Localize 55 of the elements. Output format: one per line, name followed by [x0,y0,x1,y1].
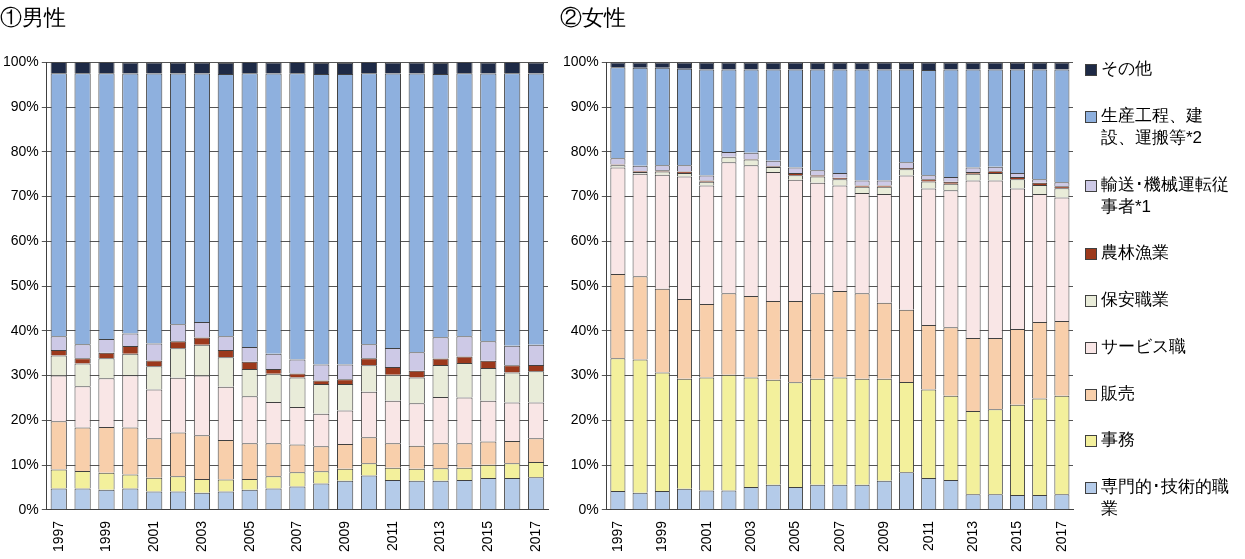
x-tick-label: 2007 [288,520,305,553]
x-tick-label: 2009 [875,520,892,553]
x-tick-label: 2007 [830,520,847,553]
x-tick-label: 2009 [336,520,352,553]
y-tick-label: 70% [570,187,599,204]
legend-label: 事務 [1101,429,1136,452]
y-tick-label: 30% [570,366,599,383]
legend-label: 販売 [1101,382,1136,405]
y-tick-label: 70% [10,187,39,204]
x-tick-label: 1997 [49,520,66,553]
legend-label: その他 [1101,58,1153,80]
legend-label: 専門的･技術的職業 [1101,476,1229,520]
legend-label: サービス職 [1101,335,1187,358]
y-tick-label: 50% [10,276,39,293]
y-tick-label: 80% [10,142,39,159]
y-tick-label: 10% [10,455,39,472]
y-tick-label: 100% [562,53,599,70]
y-tick-label: 30% [10,366,39,383]
y-tick-label: 80% [570,142,599,159]
y-tick-label: 40% [570,321,599,338]
x-tick-label: 2017 [526,520,543,553]
x-tick-label: 1999 [653,520,670,553]
x-tick-label: 2011 [383,520,400,551]
legend-label: 保安職業 [1101,289,1170,311]
x-tick-label: 2015 [479,520,496,553]
legend-label: 生産工程、建設、運搬等*2 [1101,104,1204,149]
y-tick-label: 0% [18,500,39,517]
x-tick-label: 2001 [697,520,714,553]
x-tick-label: 2005 [240,520,257,553]
legend-label: 農林漁業 [1101,242,1170,265]
x-tick-label: 2001 [145,520,162,553]
chart-title: ①男性 [0,5,66,31]
y-tick-label: 20% [570,411,599,428]
y-tick-label: 10% [570,455,599,472]
y-tick-label: 0% [578,500,599,517]
x-tick-label: 2005 [786,520,803,553]
x-tick-label: 2013 [963,520,980,553]
x-tick-label: 1997 [608,520,625,553]
y-tick-label: 60% [10,232,39,249]
x-tick-label: 2003 [192,520,209,553]
x-tick-label: 2017 [1052,520,1069,553]
legend-label: 輸送･機械運転従事者*1 [1101,173,1229,218]
x-tick-label: 2015 [1008,520,1025,553]
x-tick-label: 1999 [97,520,114,553]
y-tick-label: 20% [10,411,39,428]
y-tick-label: 90% [570,98,599,114]
x-tick-label: 2003 [741,520,758,553]
y-tick-label: 60% [570,232,599,249]
x-tick-label: 2011 [919,520,936,551]
y-tick-label: 40% [10,321,39,338]
y-tick-label: 50% [570,276,599,293]
x-tick-label: 2013 [431,520,448,553]
y-tick-label: 90% [10,98,39,114]
y-tick-label: 100% [2,53,39,70]
chart-title: ②女性 [560,5,626,31]
